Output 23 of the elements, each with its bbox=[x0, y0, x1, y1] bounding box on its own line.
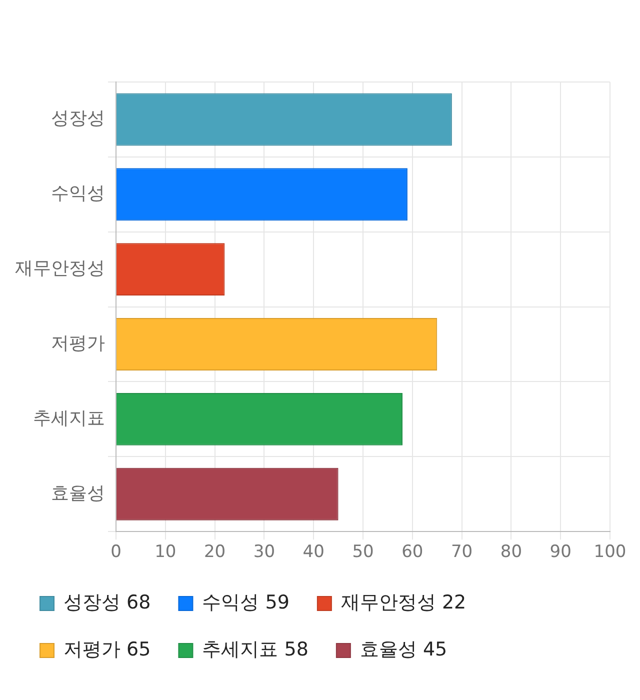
x-tick-label: 60 bbox=[402, 542, 424, 562]
legend-label: 추세지표 58 bbox=[202, 638, 308, 660]
legend-label: 성장성 68 bbox=[64, 591, 151, 614]
legend-label: 재무안정성 22 bbox=[340, 591, 466, 614]
x-tick-label: 0 bbox=[110, 542, 122, 562]
x-tick-label: 90 bbox=[550, 542, 572, 562]
legend-label: 효율성 45 bbox=[360, 638, 448, 660]
x-tick-label: 80 bbox=[500, 542, 522, 562]
y-tick-label: 추세지표 bbox=[33, 408, 105, 429]
x-tick-label: 20 bbox=[204, 542, 226, 562]
x-tick-label: 10 bbox=[154, 542, 176, 562]
x-tick-label: 100 bbox=[594, 542, 626, 562]
y-tick-label: 효율성 bbox=[51, 482, 105, 504]
legend-label: 수익성 59 bbox=[202, 591, 290, 614]
legend-label: 저평가 65 bbox=[64, 638, 151, 660]
y-tick-label: 성장성 bbox=[51, 108, 105, 130]
x-tick-label: 40 bbox=[302, 542, 324, 562]
y-tick-label: 저평가 bbox=[51, 332, 105, 354]
y-tick-label: 재무안정성 bbox=[15, 258, 105, 280]
x-tick-label: 50 bbox=[352, 542, 374, 562]
x-tick-label: 30 bbox=[253, 542, 276, 562]
y-tick-label: 수익성 bbox=[51, 183, 105, 204]
x-tick-label: 70 bbox=[450, 542, 473, 562]
